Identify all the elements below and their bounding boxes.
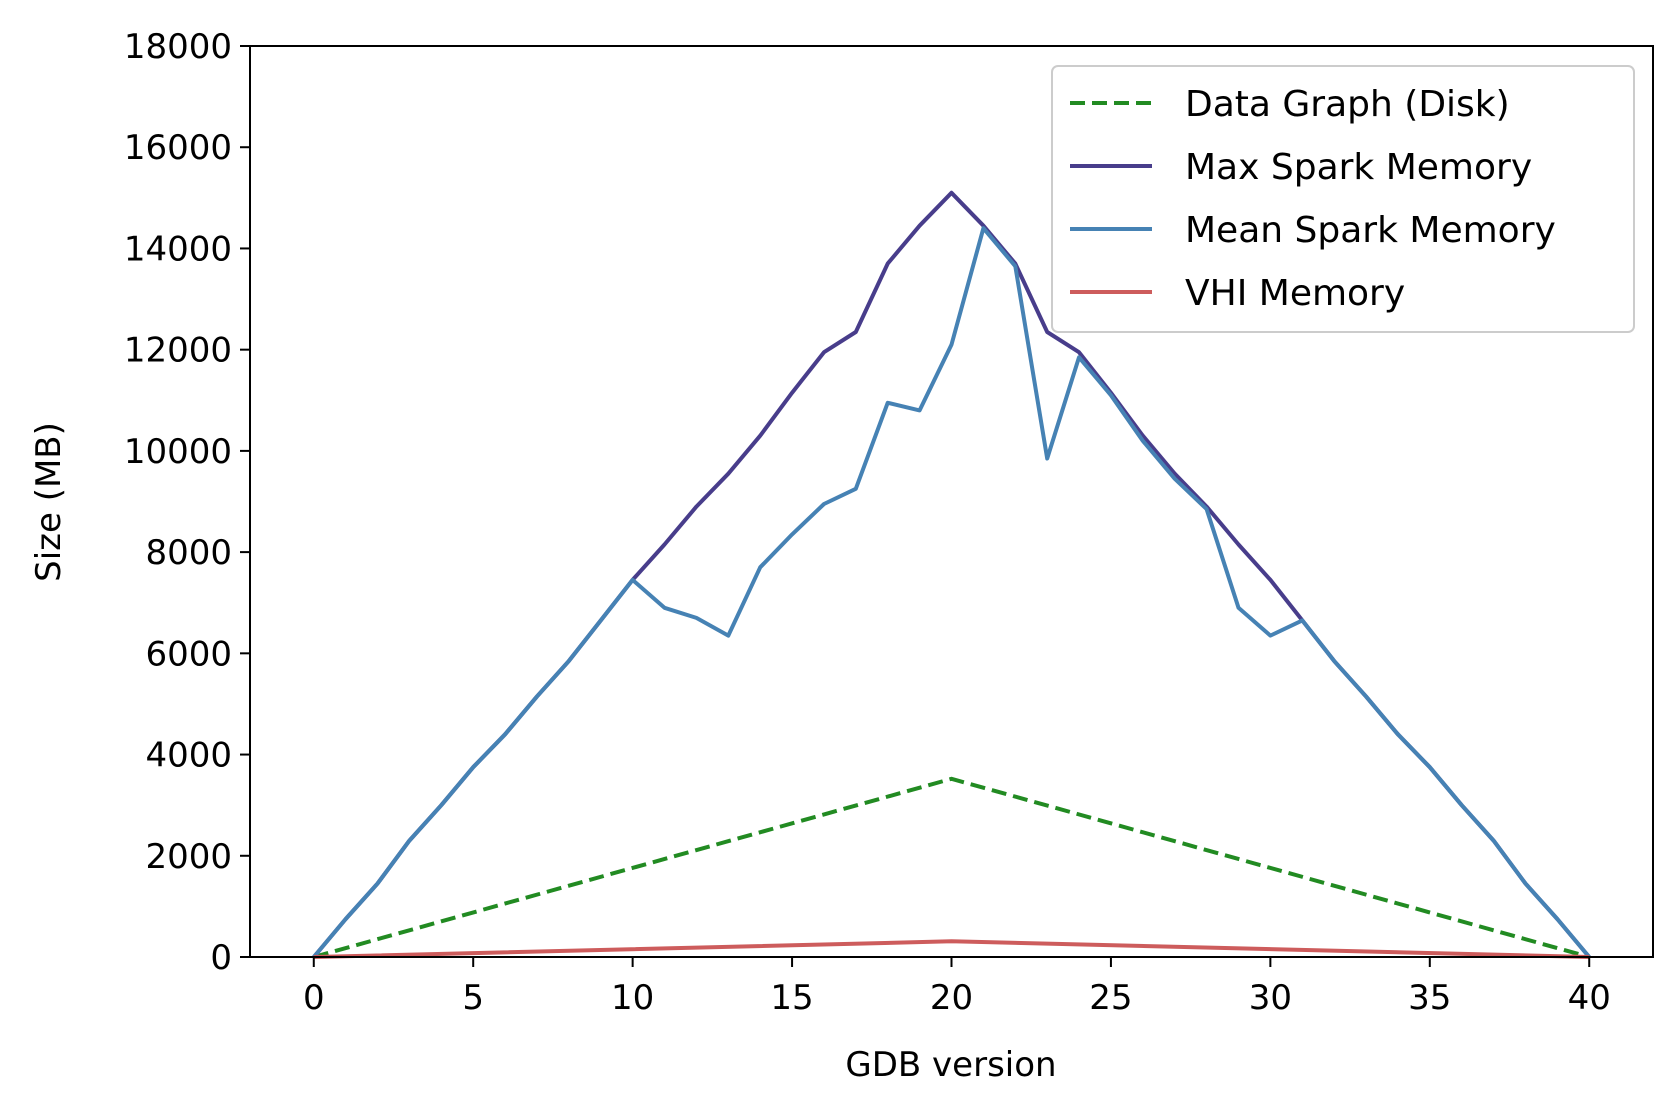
series-line-data-graph-disk — [313, 776, 1590, 959]
x-tick-label: 40 — [1568, 978, 1611, 1018]
y-tick-label: 16000 — [124, 128, 232, 168]
series-line-mean-spark-memory — [312, 226, 1591, 959]
y-tick-label: 18000 — [124, 27, 232, 67]
x-tick-label: 15 — [770, 978, 813, 1018]
legend-label: Max Spark Memory — [1185, 147, 1532, 188]
y-tick-label: 12000 — [124, 331, 232, 371]
legend-items: Data Graph (Disk) Max Spark Memory Mean Sp… — [1070, 84, 1556, 314]
legend-box — [1051, 65, 1635, 333]
y-tick-label: 8000 — [145, 533, 232, 573]
y-tick-label: 10000 — [124, 432, 232, 472]
series-layer — [312, 190, 1591, 959]
legend-label: Data Graph (Disk) — [1185, 84, 1510, 125]
y-axis-ticks: 0 2000 4000 6000 8000 10000 12000 14000 16000 180… — [124, 27, 250, 978]
x-axis-label: GDB version — [845, 1045, 1056, 1085]
x-axis-ticks: 0 5 10 15 20 25 30 35 40 — [303, 957, 1611, 1018]
x-tick-label: 0 — [303, 978, 325, 1018]
legend: Data Graph (Disk) Max Spark Memory Mean Sp… — [1051, 65, 1635, 333]
x-tick-label: 35 — [1408, 978, 1451, 1018]
y-tick-label: 6000 — [145, 634, 232, 674]
y-tick-label: 14000 — [124, 229, 232, 269]
y-axis-label: Size (MB) — [29, 422, 69, 582]
legend-label: VHI Memory — [1185, 273, 1405, 314]
x-tick-label: 25 — [1089, 978, 1132, 1018]
y-tick-label: 2000 — [145, 837, 232, 877]
x-tick-label: 30 — [1249, 978, 1292, 1018]
legend-label: Mean Spark Memory — [1185, 210, 1556, 251]
x-tick-label: 20 — [930, 978, 973, 1018]
y-tick-label: 4000 — [145, 736, 232, 776]
x-tick-label: 10 — [611, 978, 654, 1018]
x-tick-label: 5 — [462, 978, 484, 1018]
series-line-vhi-memory — [313, 939, 1590, 959]
y-tick-label: 0 — [210, 938, 232, 978]
